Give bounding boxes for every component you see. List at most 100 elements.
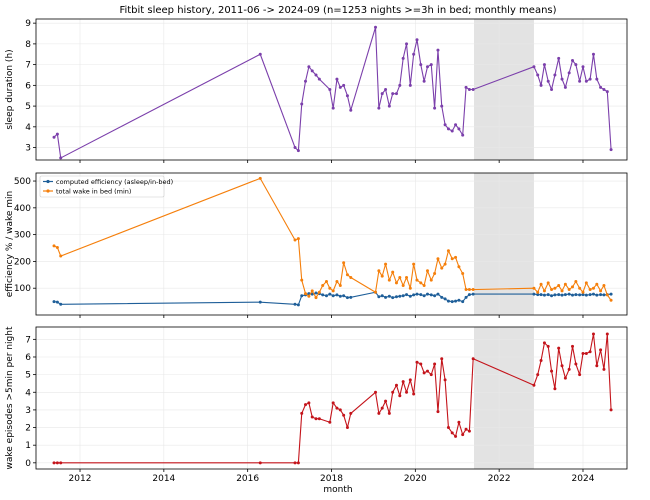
data-point-duration (599, 85, 603, 89)
data-point-efficiency (595, 293, 599, 297)
data-point-efficiency (567, 292, 571, 296)
data-point-episodes (581, 351, 585, 355)
data-point-duration (557, 56, 561, 60)
data-point-efficiency (578, 293, 582, 297)
data-point-episodes (331, 401, 335, 405)
data-point-wake (546, 281, 550, 285)
y-tick-label: 7 (25, 335, 31, 345)
data-point-efficiency (446, 299, 450, 303)
data-point-efficiency (560, 293, 564, 297)
y-tick-label: 9 (25, 19, 31, 29)
data-point-duration (443, 123, 447, 127)
data-point-duration (467, 88, 471, 91)
data-point-wake (335, 280, 339, 284)
data-point-duration (542, 63, 546, 67)
data-point-duration (335, 77, 339, 81)
data-point-efficiency (584, 293, 588, 297)
y-axis-label: wake episodes >5min per night (5, 326, 15, 469)
data-point-efficiency (59, 302, 63, 306)
data-point-episodes (398, 394, 402, 398)
data-point-episodes (550, 369, 554, 373)
data-point-wake (377, 269, 381, 273)
data-point-efficiency (581, 293, 585, 297)
data-point-wake (588, 288, 592, 292)
legend-wake-label: total wake in bed (min) (56, 188, 131, 196)
data-point-episodes (591, 332, 595, 336)
data-point-episodes (436, 410, 440, 414)
data-point-efficiency (384, 295, 388, 299)
data-point-episodes (307, 401, 311, 405)
data-point-efficiency (335, 293, 339, 297)
data-point-wake (574, 280, 578, 284)
x-tick-label: 2014 (152, 474, 175, 484)
data-point-wake (394, 281, 398, 285)
x-tick-label: 2020 (404, 474, 427, 484)
data-point-episodes (574, 362, 578, 366)
y-tick-label: 6 (25, 81, 31, 91)
data-point-efficiency (408, 294, 412, 298)
data-point-efficiency (55, 300, 59, 304)
data-point-wake (443, 262, 447, 266)
data-point-wake (571, 285, 575, 289)
data-point-duration (539, 83, 543, 87)
data-point-episodes (433, 362, 437, 366)
data-point-duration (609, 148, 613, 152)
data-point-duration (55, 132, 59, 136)
efficiency-wake-panel: 100 200 300 400 500 efficiency % / wake min (5, 172, 628, 318)
data-point-wake (331, 289, 335, 293)
data-point-episodes (258, 461, 262, 465)
data-point-efficiency (328, 292, 332, 296)
data-point-duration (338, 85, 342, 89)
data-point-wake (324, 280, 328, 284)
data-point-episodes (384, 399, 388, 403)
data-point-duration (464, 85, 468, 89)
data-point-efficiency (591, 292, 595, 296)
y-tick-label: 4 (25, 123, 31, 133)
x-tick-label: 2022 (488, 474, 511, 484)
data-point-duration (317, 77, 321, 81)
data-point-wake (293, 238, 297, 242)
data-point-wake (609, 298, 613, 302)
data-point-efficiency (412, 293, 416, 297)
data-point-episodes (296, 461, 300, 465)
data-point-wake (304, 292, 308, 296)
data-point-wake (563, 282, 567, 286)
data-point-episodes (374, 390, 378, 394)
data-point-episodes (563, 376, 567, 380)
data-point-episodes (422, 371, 426, 375)
sleep-duration-panel: 3 4 5 6 7 8 9 sleep duration (h) (5, 18, 628, 163)
data-point-wake (557, 284, 561, 288)
data-point-episodes (338, 408, 342, 412)
data-point-efficiency (546, 293, 550, 297)
data-point-duration (553, 73, 557, 77)
data-point-wake (422, 284, 426, 288)
data-point-episodes (52, 461, 56, 465)
data-point-episodes (314, 417, 318, 421)
data-point-episodes (461, 433, 465, 437)
data-point-efficiency (377, 295, 381, 299)
data-point-episodes (387, 411, 391, 415)
data-point-duration (408, 83, 412, 87)
data-point-episodes (342, 413, 346, 417)
x-tick-label: 2018 (320, 474, 343, 484)
data-point-wake (328, 286, 332, 290)
data-point-efficiency (415, 292, 419, 296)
data-point-efficiency (380, 294, 384, 298)
data-point-episodes (553, 387, 557, 391)
data-point-efficiency (532, 292, 536, 296)
data-point-episodes (560, 364, 564, 368)
data-point-episodes (380, 406, 384, 410)
data-point-wake (338, 284, 342, 288)
data-point-wake (581, 290, 585, 294)
data-point-episodes (349, 411, 353, 415)
data-point-duration (331, 106, 335, 110)
data-point-duration (310, 69, 314, 73)
data-point-duration (307, 65, 311, 69)
data-point-wake (307, 294, 311, 298)
data-point-wake (317, 290, 321, 294)
data-point-duration (349, 108, 353, 112)
data-point-wake (55, 245, 59, 249)
data-point-duration (345, 94, 349, 98)
data-point-efficiency (467, 293, 471, 297)
y-axis-label: efficiency % / wake min (5, 191, 15, 298)
